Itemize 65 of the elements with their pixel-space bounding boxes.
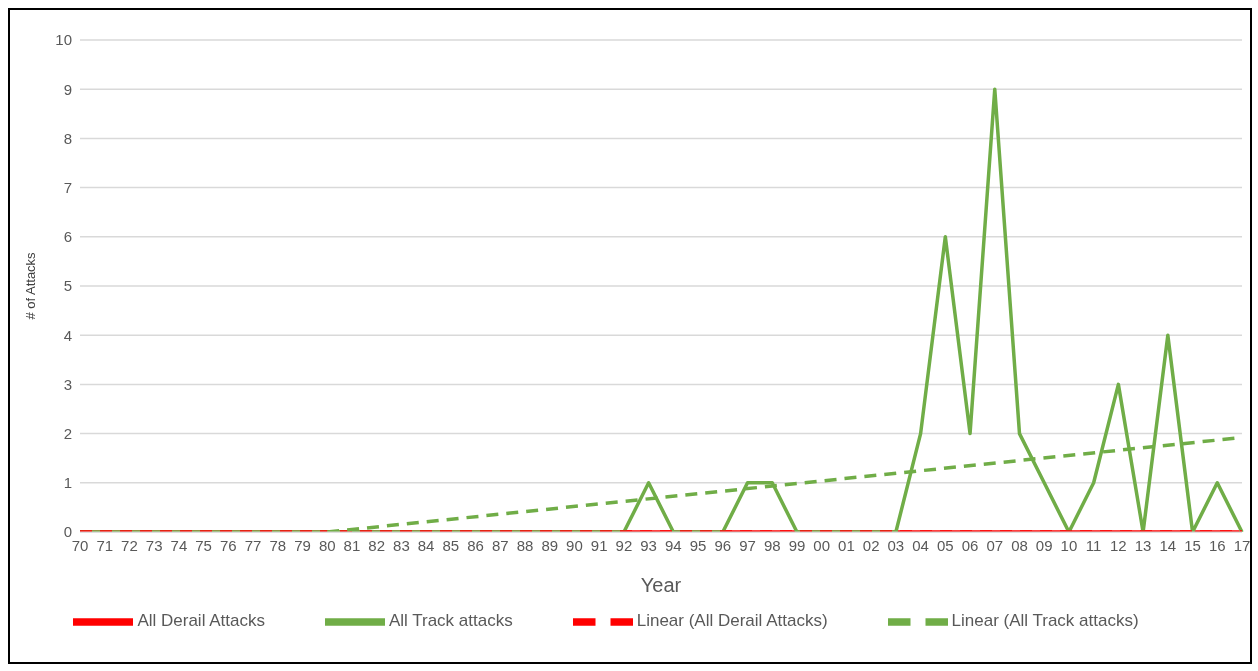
x-tick-label: 81: [343, 536, 361, 554]
x-tick-label: 00: [813, 536, 831, 554]
x-tick-label: 14: [1159, 536, 1177, 554]
y-tick-label: 6: [63, 228, 72, 246]
x-axis-title: Year: [640, 574, 682, 596]
legend-label: All Track attacks: [388, 611, 513, 631]
x-tick-label: 93: [640, 536, 657, 554]
x-tick-label: 74: [170, 536, 188, 554]
y-tick-label: 9: [63, 80, 72, 98]
y-tick-label: 3: [63, 375, 72, 393]
x-tick-label: 16: [1208, 536, 1226, 554]
x-tick-label: 76: [220, 536, 237, 554]
x-tick-label: 78: [269, 536, 287, 554]
y-tick-label: 4: [63, 326, 72, 344]
x-tick-label: 98: [763, 536, 781, 554]
x-tick-label: 87: [491, 536, 509, 554]
x-tick-label: 84: [417, 536, 435, 554]
x-tick-label: 79: [294, 536, 311, 554]
x-tick-label: 90: [566, 536, 583, 554]
x-tick-label: 09: [1035, 536, 1053, 554]
x-tick-label: 88: [516, 536, 534, 554]
x-tick-label: 83: [393, 536, 410, 554]
x-tick-label: 04: [912, 536, 929, 554]
y-tick-label: 8: [63, 129, 72, 147]
x-tick-label: 06: [961, 536, 979, 554]
y-tick-label: 7: [63, 178, 72, 196]
x-tick-label: 71: [96, 536, 114, 554]
x-tick-label: 03: [887, 536, 905, 554]
x-tick-label: 17: [1233, 536, 1251, 554]
y-tick-label: 1: [63, 474, 72, 492]
x-tick-label: 97: [739, 536, 756, 554]
x-tick-label: 72: [121, 536, 138, 554]
x-tick-label: 82: [368, 536, 386, 554]
x-tick-label: 73: [145, 536, 163, 554]
x-tick-label: 01: [838, 536, 855, 554]
y-tick-label: 10: [55, 31, 72, 49]
x-tick-label: 02: [862, 536, 880, 554]
x-tick-label: 95: [689, 536, 707, 554]
legend-label: Linear (All Track attacks): [951, 611, 1139, 631]
x-tick-label: 86: [467, 536, 484, 554]
x-tick-label: 08: [1011, 536, 1028, 554]
x-tick-label: 85: [442, 536, 460, 554]
y-axis-title: # of Attacks: [22, 251, 38, 320]
x-tick-label: 80: [318, 536, 336, 554]
x-tick-label: 10: [1060, 536, 1078, 554]
x-tick-label: 89: [541, 536, 559, 554]
x-tick-label: 75: [195, 536, 212, 554]
x-tick-label: 91: [590, 536, 608, 554]
x-tick-label: 70: [71, 536, 89, 554]
x-tick-label: 77: [244, 536, 262, 554]
x-tick-label: 13: [1134, 536, 1152, 554]
y-tick-label: 2: [63, 424, 72, 442]
x-tick-label: 96: [714, 536, 732, 554]
x-tick-label: 92: [615, 536, 633, 554]
legend-label: All Derail Attacks: [137, 611, 265, 631]
x-tick-label: 11: [1085, 536, 1102, 554]
x-tick-label: 05: [936, 536, 954, 554]
x-tick-label: 07: [986, 536, 1004, 554]
legend-label: Linear (All Derail Attacks): [636, 611, 828, 631]
x-tick-label: 12: [1110, 536, 1127, 554]
y-tick-label: 5: [63, 277, 72, 295]
x-tick-label: 94: [665, 536, 682, 554]
y-tick-label: 0: [63, 523, 72, 541]
x-tick-label: 15: [1184, 536, 1201, 554]
x-tick-label: 99: [788, 536, 806, 554]
